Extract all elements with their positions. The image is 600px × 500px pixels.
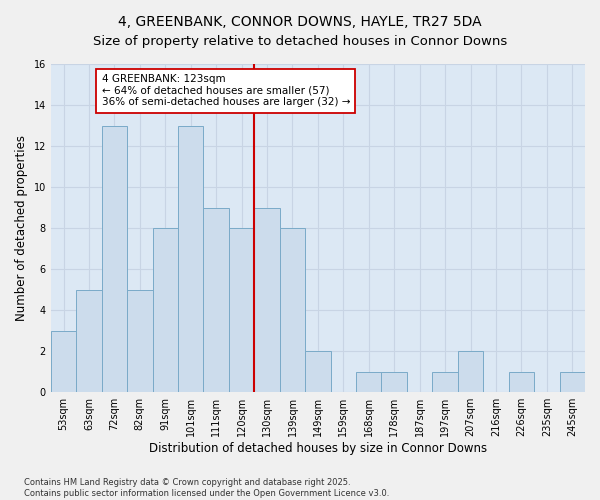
Bar: [458, 351, 483, 392]
Bar: [229, 228, 254, 392]
Text: Contains HM Land Registry data © Crown copyright and database right 2025.
Contai: Contains HM Land Registry data © Crown c…: [24, 478, 389, 498]
Bar: [76, 290, 101, 392]
Text: Size of property relative to detached houses in Connor Downs: Size of property relative to detached ho…: [93, 35, 507, 48]
Bar: [356, 372, 382, 392]
X-axis label: Distribution of detached houses by size in Connor Downs: Distribution of detached houses by size …: [149, 442, 487, 455]
Bar: [178, 126, 203, 392]
Bar: [254, 208, 280, 392]
Bar: [560, 372, 585, 392]
Text: 4, GREENBANK, CONNOR DOWNS, HAYLE, TR27 5DA: 4, GREENBANK, CONNOR DOWNS, HAYLE, TR27 …: [118, 15, 482, 29]
Bar: [127, 290, 152, 392]
Y-axis label: Number of detached properties: Number of detached properties: [15, 135, 28, 321]
Bar: [152, 228, 178, 392]
Text: 4 GREENBANK: 123sqm
← 64% of detached houses are smaller (57)
36% of semi-detach: 4 GREENBANK: 123sqm ← 64% of detached ho…: [101, 74, 350, 108]
Bar: [101, 126, 127, 392]
Bar: [51, 330, 76, 392]
Bar: [203, 208, 229, 392]
Bar: [305, 351, 331, 392]
Bar: [382, 372, 407, 392]
Bar: [433, 372, 458, 392]
Bar: [280, 228, 305, 392]
Bar: [509, 372, 534, 392]
